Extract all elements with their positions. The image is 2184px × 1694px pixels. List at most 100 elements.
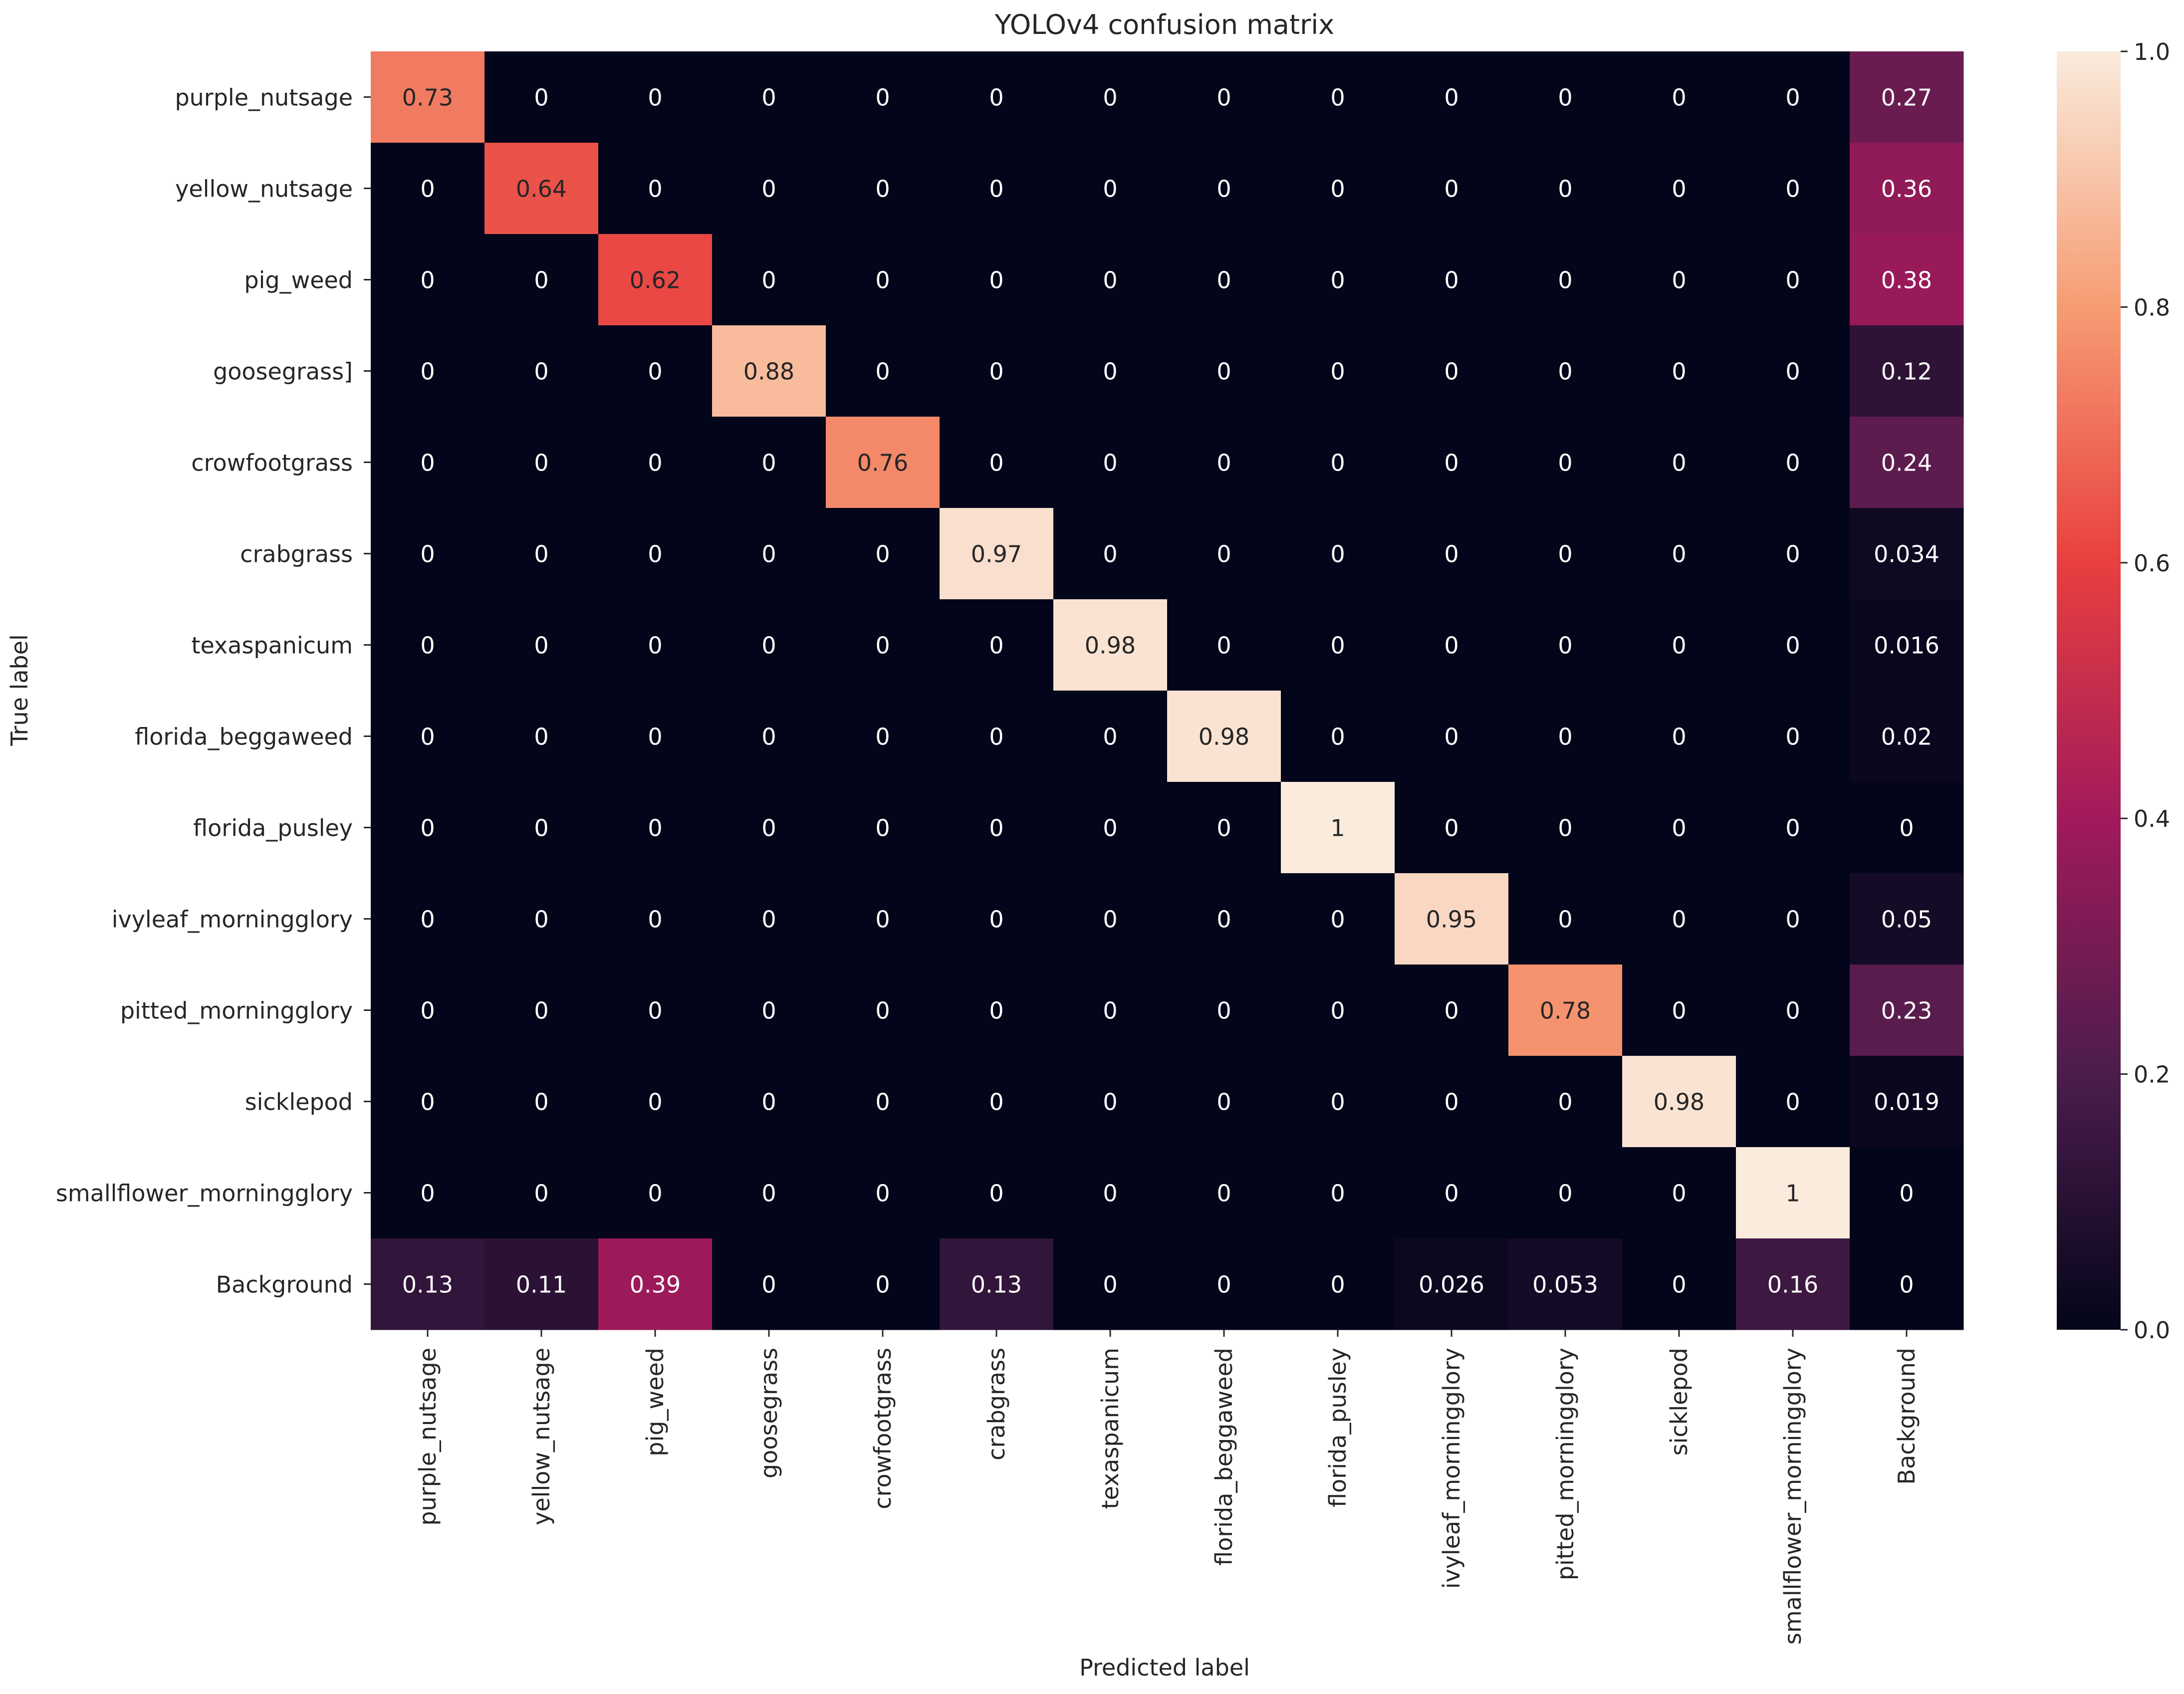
cell-value-label: 0.16: [1767, 1271, 1818, 1298]
cell-value-label: 0: [1216, 906, 1231, 933]
cell-value-label: 0: [648, 1180, 662, 1207]
cell-value-label: 0.64: [516, 176, 567, 203]
heatmap-cell: [1395, 417, 1509, 508]
cell-value-label: 0: [761, 267, 776, 294]
column-tick-label: purple_nutsage: [414, 1348, 441, 1526]
cell-value-label: 0: [875, 358, 890, 385]
heatmap-cell: [485, 51, 599, 143]
cell-value-label: 0: [761, 1180, 776, 1207]
heatmap-cell: [371, 1147, 485, 1239]
cell-value-label: 0.97: [971, 541, 1022, 568]
cell-value-label: 0: [1444, 358, 1458, 385]
cell-value-label: 0: [1444, 815, 1458, 842]
heatmap-cell: [1622, 1238, 1736, 1330]
heatmap-cell: [1395, 234, 1509, 326]
cell-value-label: 0: [989, 1180, 1003, 1207]
heatmap-cell: [1281, 51, 1395, 143]
row-tick-label: yellow_nutsage: [175, 176, 353, 203]
row-tick-label: texaspanicum: [192, 632, 353, 659]
heatmap-cell: [485, 965, 599, 1056]
heatmap-cell: [1508, 599, 1623, 691]
chart-title: YOLOv4 confusion matrix: [994, 9, 1334, 40]
cell-value-label: 0.98: [1199, 724, 1249, 750]
cell-value-label: 0: [1216, 997, 1231, 1024]
heatmap-cell: [371, 1056, 485, 1148]
heatmap-cell: [1167, 325, 1281, 417]
cell-value-label: 0: [1103, 997, 1117, 1024]
cell-value-label: 0: [1103, 267, 1117, 294]
heatmap-cell: [1281, 965, 1395, 1056]
heatmap-cell: [371, 599, 485, 691]
heatmap-cell: [1167, 691, 1281, 782]
heatmap-cell: [826, 234, 940, 326]
heatmap-cell: [1850, 1147, 1964, 1239]
heatmap-cell: [1281, 1238, 1395, 1330]
column-tick-label: texaspanicum: [1097, 1348, 1124, 1509]
cell-value-label: 0: [534, 1089, 548, 1116]
cell-value-label: 0: [420, 1089, 435, 1116]
heatmap-cell: [1850, 1238, 1964, 1330]
cell-value-label: 0: [1785, 815, 1800, 842]
heatmap-cell: [1508, 965, 1623, 1056]
cell-value-label: 0: [1330, 1089, 1345, 1116]
cell-value-label: 0: [1216, 84, 1231, 111]
heatmap-cell: [1736, 599, 1850, 691]
cell-value-label: 0: [1444, 1180, 1458, 1207]
heatmap-cell: [826, 1147, 940, 1239]
heatmap-cell: [826, 1056, 940, 1148]
heatmap-cell: [1622, 1147, 1736, 1239]
heatmap-cell: [712, 417, 826, 508]
colorbar-tick-label: 0.4: [2134, 805, 2170, 832]
heatmap-cell: [1395, 873, 1509, 965]
heatmap-cell: [1167, 599, 1281, 691]
heatmap-cell: [1850, 873, 1964, 965]
heatmap-cell: [598, 873, 713, 965]
cell-value-label: 0: [420, 1180, 435, 1207]
heatmap-cell: [1395, 1147, 1509, 1239]
heatmap-cell: [371, 782, 485, 874]
cell-value-label: 0: [1672, 267, 1686, 294]
heatmap-cell: [1508, 691, 1623, 782]
cell-value-label: 0: [1785, 906, 1800, 933]
heatmap-cell: [712, 143, 826, 235]
cell-value-label: 0: [875, 1180, 890, 1207]
heatmap-cell: [1395, 51, 1509, 143]
heatmap-cell: [1736, 1147, 1850, 1239]
colorbar: 0.0 0.2 0.4 0.6 0.8 1.0: [2057, 38, 2170, 1344]
cell-value-label: 0: [1330, 724, 1345, 750]
heatmap-cell: [1167, 782, 1281, 874]
cell-value-label: 0: [1785, 84, 1800, 111]
cell-value-label: 0: [989, 906, 1003, 933]
cell-value-label: 0.95: [1426, 906, 1477, 933]
cell-value-label: 0: [1899, 1180, 1914, 1207]
heatmap-cell: [1850, 51, 1964, 143]
heatmap-cells: [371, 51, 1964, 1330]
cell-value-label: 0: [1558, 176, 1572, 203]
column-tick-label: florida_beggaweed: [1211, 1348, 1237, 1566]
heatmap-cell: [940, 873, 1054, 965]
heatmap-cell: [598, 1238, 713, 1330]
heatmap-cell: [1850, 417, 1964, 508]
cell-value-label: 0: [1216, 1089, 1231, 1116]
heatmap-cell: [1622, 1056, 1736, 1148]
cell-value-label: 0: [989, 358, 1003, 385]
row-tick-label: Background: [216, 1271, 353, 1298]
heatmap-cell: [712, 691, 826, 782]
heatmap-cell: [1622, 51, 1736, 143]
heatmap-cell: [1508, 417, 1623, 508]
heatmap-cell: [598, 143, 713, 235]
cell-value-label: 0: [1785, 541, 1800, 568]
heatmap-cell: [826, 1238, 940, 1330]
cell-value-label: 0: [1672, 906, 1686, 933]
colorbar-gradient: [2057, 51, 2121, 1330]
cell-value-label: 0: [420, 541, 435, 568]
cell-value-label: 0: [648, 1089, 662, 1116]
cell-value-label: 0.39: [630, 1271, 681, 1298]
heatmap-cell: [1053, 1147, 1168, 1239]
row-tick-label: crabgrass: [240, 541, 353, 568]
heatmap-cell: [1622, 508, 1736, 600]
cell-value-label: 0: [1330, 906, 1345, 933]
cell-value-label: 0.019: [1874, 1089, 1940, 1116]
cell-value-label: 0: [875, 724, 890, 750]
heatmap-cell: [1281, 417, 1395, 508]
